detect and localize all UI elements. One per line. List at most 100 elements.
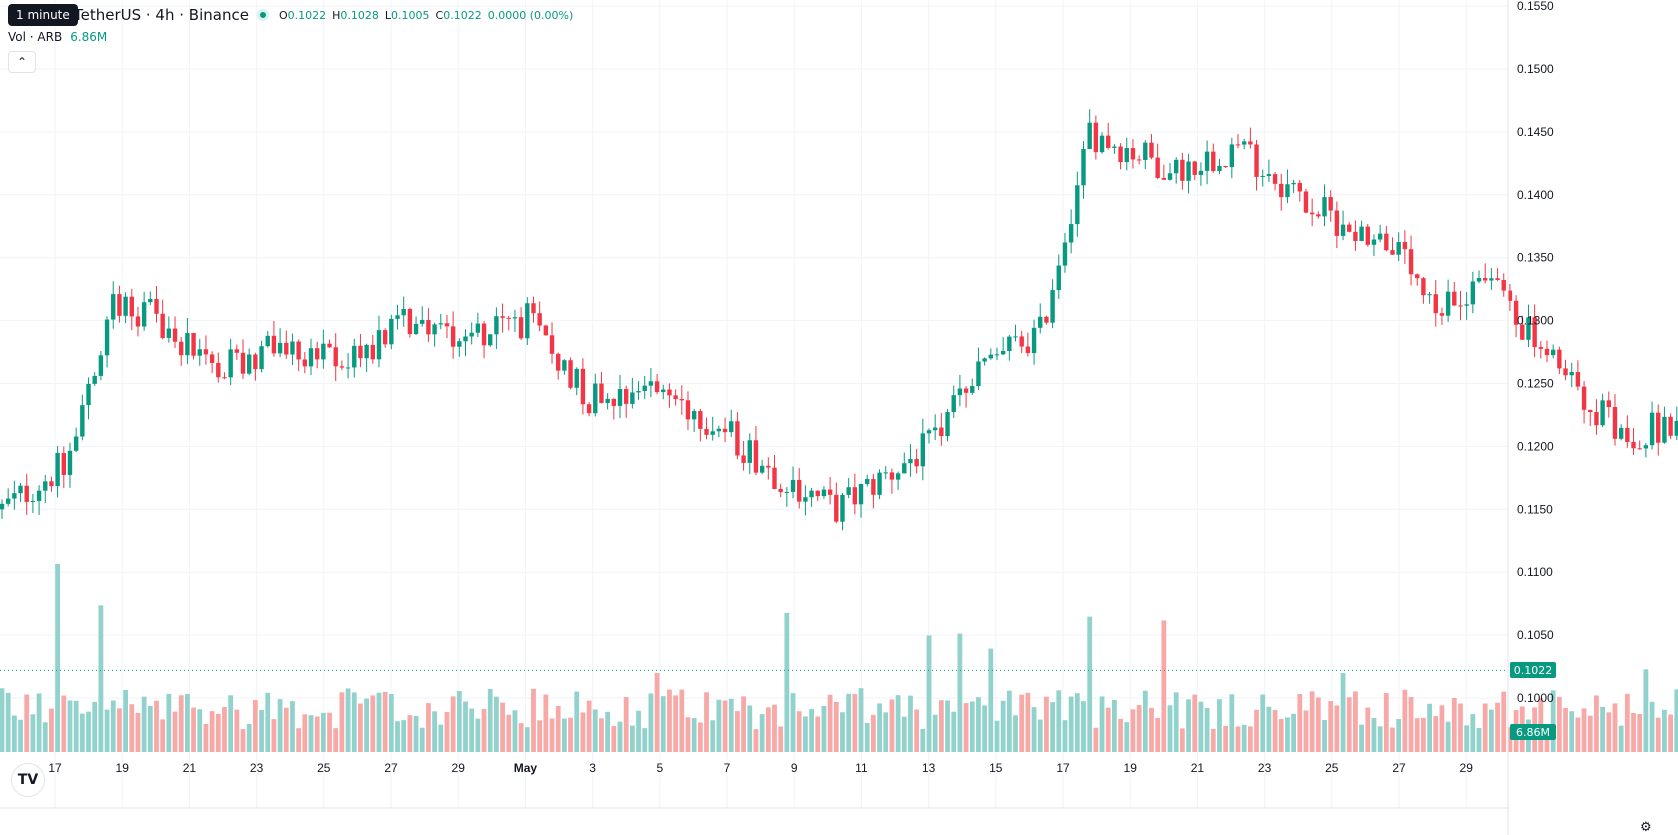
volume-bar: [55, 564, 61, 752]
candle-body: [1464, 304, 1469, 306]
candle-body: [185, 333, 190, 356]
candle-body: [172, 328, 178, 342]
volume-bar: [444, 711, 450, 752]
price-tick-label: 0.1350: [1517, 251, 1554, 265]
time-tick-label: May: [514, 761, 538, 775]
logo-glyph: TV: [17, 772, 39, 788]
volume-bar: [290, 701, 295, 752]
candle-body: [562, 360, 567, 371]
candle-body: [209, 354, 215, 363]
volume-bar: [1662, 709, 1667, 752]
candle-body: [914, 459, 919, 467]
volume-bar: [1600, 706, 1606, 752]
tradingview-logo[interactable]: TV: [12, 764, 44, 796]
volume-bar: [852, 694, 858, 752]
candle-body: [438, 323, 443, 325]
candle-body: [970, 386, 975, 393]
settings-gear-icon[interactable]: ⚙: [1640, 820, 1652, 835]
volume-bar: [1260, 694, 1266, 752]
volume-bar: [1451, 697, 1457, 752]
candle-body: [747, 440, 752, 463]
candle-body: [1260, 176, 1265, 178]
candle-body: [877, 472, 882, 495]
candle-body: [420, 319, 425, 324]
volume-bar: [104, 709, 110, 752]
candle-body: [339, 366, 345, 368]
collapse-legend-button[interactable]: ⌃: [8, 51, 36, 73]
price-tick-label: 0.1200: [1517, 439, 1554, 453]
volume-bar: [432, 711, 437, 752]
time-tick-label: 29: [452, 761, 466, 775]
volume-bar: [1643, 669, 1649, 752]
volume-bar: [895, 695, 901, 752]
volume-bar: [636, 710, 641, 752]
grid-lines: [0, 0, 1508, 808]
candle-body: [1130, 148, 1136, 160]
time-tick-label: 9: [791, 761, 798, 775]
volume-bar: [778, 726, 784, 752]
candle-body: [1427, 294, 1432, 296]
candle-body: [790, 479, 796, 492]
candle-body: [290, 341, 295, 355]
candle-body: [1408, 249, 1414, 275]
candle-body: [1643, 445, 1649, 449]
time-tick-label: 19: [1124, 761, 1138, 775]
candle-body: [537, 313, 542, 326]
candle-body: [308, 348, 314, 367]
candle-body: [1520, 324, 1525, 340]
volume-bar: [1488, 709, 1494, 752]
volume-bar: [691, 718, 697, 752]
candle-body: [1161, 177, 1167, 180]
candle-body: [67, 450, 73, 475]
time-tick-label: 25: [1325, 761, 1339, 775]
volume-bar: [364, 698, 370, 752]
candle-body: [413, 323, 419, 335]
volume-bar: [1099, 696, 1105, 752]
volume-bar: [401, 720, 407, 752]
candle-body: [345, 367, 351, 369]
candle-body: [827, 489, 833, 495]
volume-bar: [765, 707, 771, 752]
candle-body: [389, 318, 394, 345]
candle-body: [518, 317, 524, 339]
candle-body: [1266, 174, 1272, 177]
time-tick-label: 23: [250, 761, 264, 775]
candle-body: [481, 323, 487, 346]
open-label: O: [278, 8, 288, 22]
volume-bar: [395, 721, 400, 752]
candle-body: [1452, 291, 1457, 306]
volume-bar: [1655, 717, 1661, 752]
time-tick-label: 17: [48, 761, 62, 775]
candle-body: [1062, 242, 1068, 266]
volume-bar: [1303, 710, 1309, 752]
time-tick-label: 11: [855, 761, 868, 775]
volume-bar: [438, 724, 444, 752]
candle-body: [265, 335, 270, 347]
volume-bar: [1365, 707, 1371, 752]
volume-bar: [1229, 694, 1235, 752]
symbol-title[interactable]: TetherUS · 4h · Binance: [74, 6, 249, 24]
candle-body: [1248, 141, 1253, 145]
candle-body: [0, 503, 5, 510]
candle-body: [1019, 336, 1024, 347]
volume-bar: [1587, 715, 1593, 752]
volume-bar: [1013, 715, 1018, 752]
volume-bar: [1433, 716, 1439, 752]
price-tick-label: 0.1500: [1517, 62, 1554, 76]
candle-body: [1174, 159, 1179, 174]
volume-bar: [728, 698, 734, 752]
candle-body: [321, 343, 326, 360]
candle-body: [382, 330, 388, 345]
candle-body: [630, 392, 635, 404]
candle-body: [314, 348, 320, 360]
volume-bar: [660, 696, 666, 752]
candle-body: [932, 427, 938, 431]
candle-body: [704, 428, 709, 435]
candle-body: [1371, 239, 1377, 245]
candle-body: [426, 319, 431, 335]
candle-body: [648, 381, 654, 386]
candle-body: [735, 421, 740, 456]
volume-bar: [759, 714, 765, 752]
volume-bar: [642, 728, 648, 752]
